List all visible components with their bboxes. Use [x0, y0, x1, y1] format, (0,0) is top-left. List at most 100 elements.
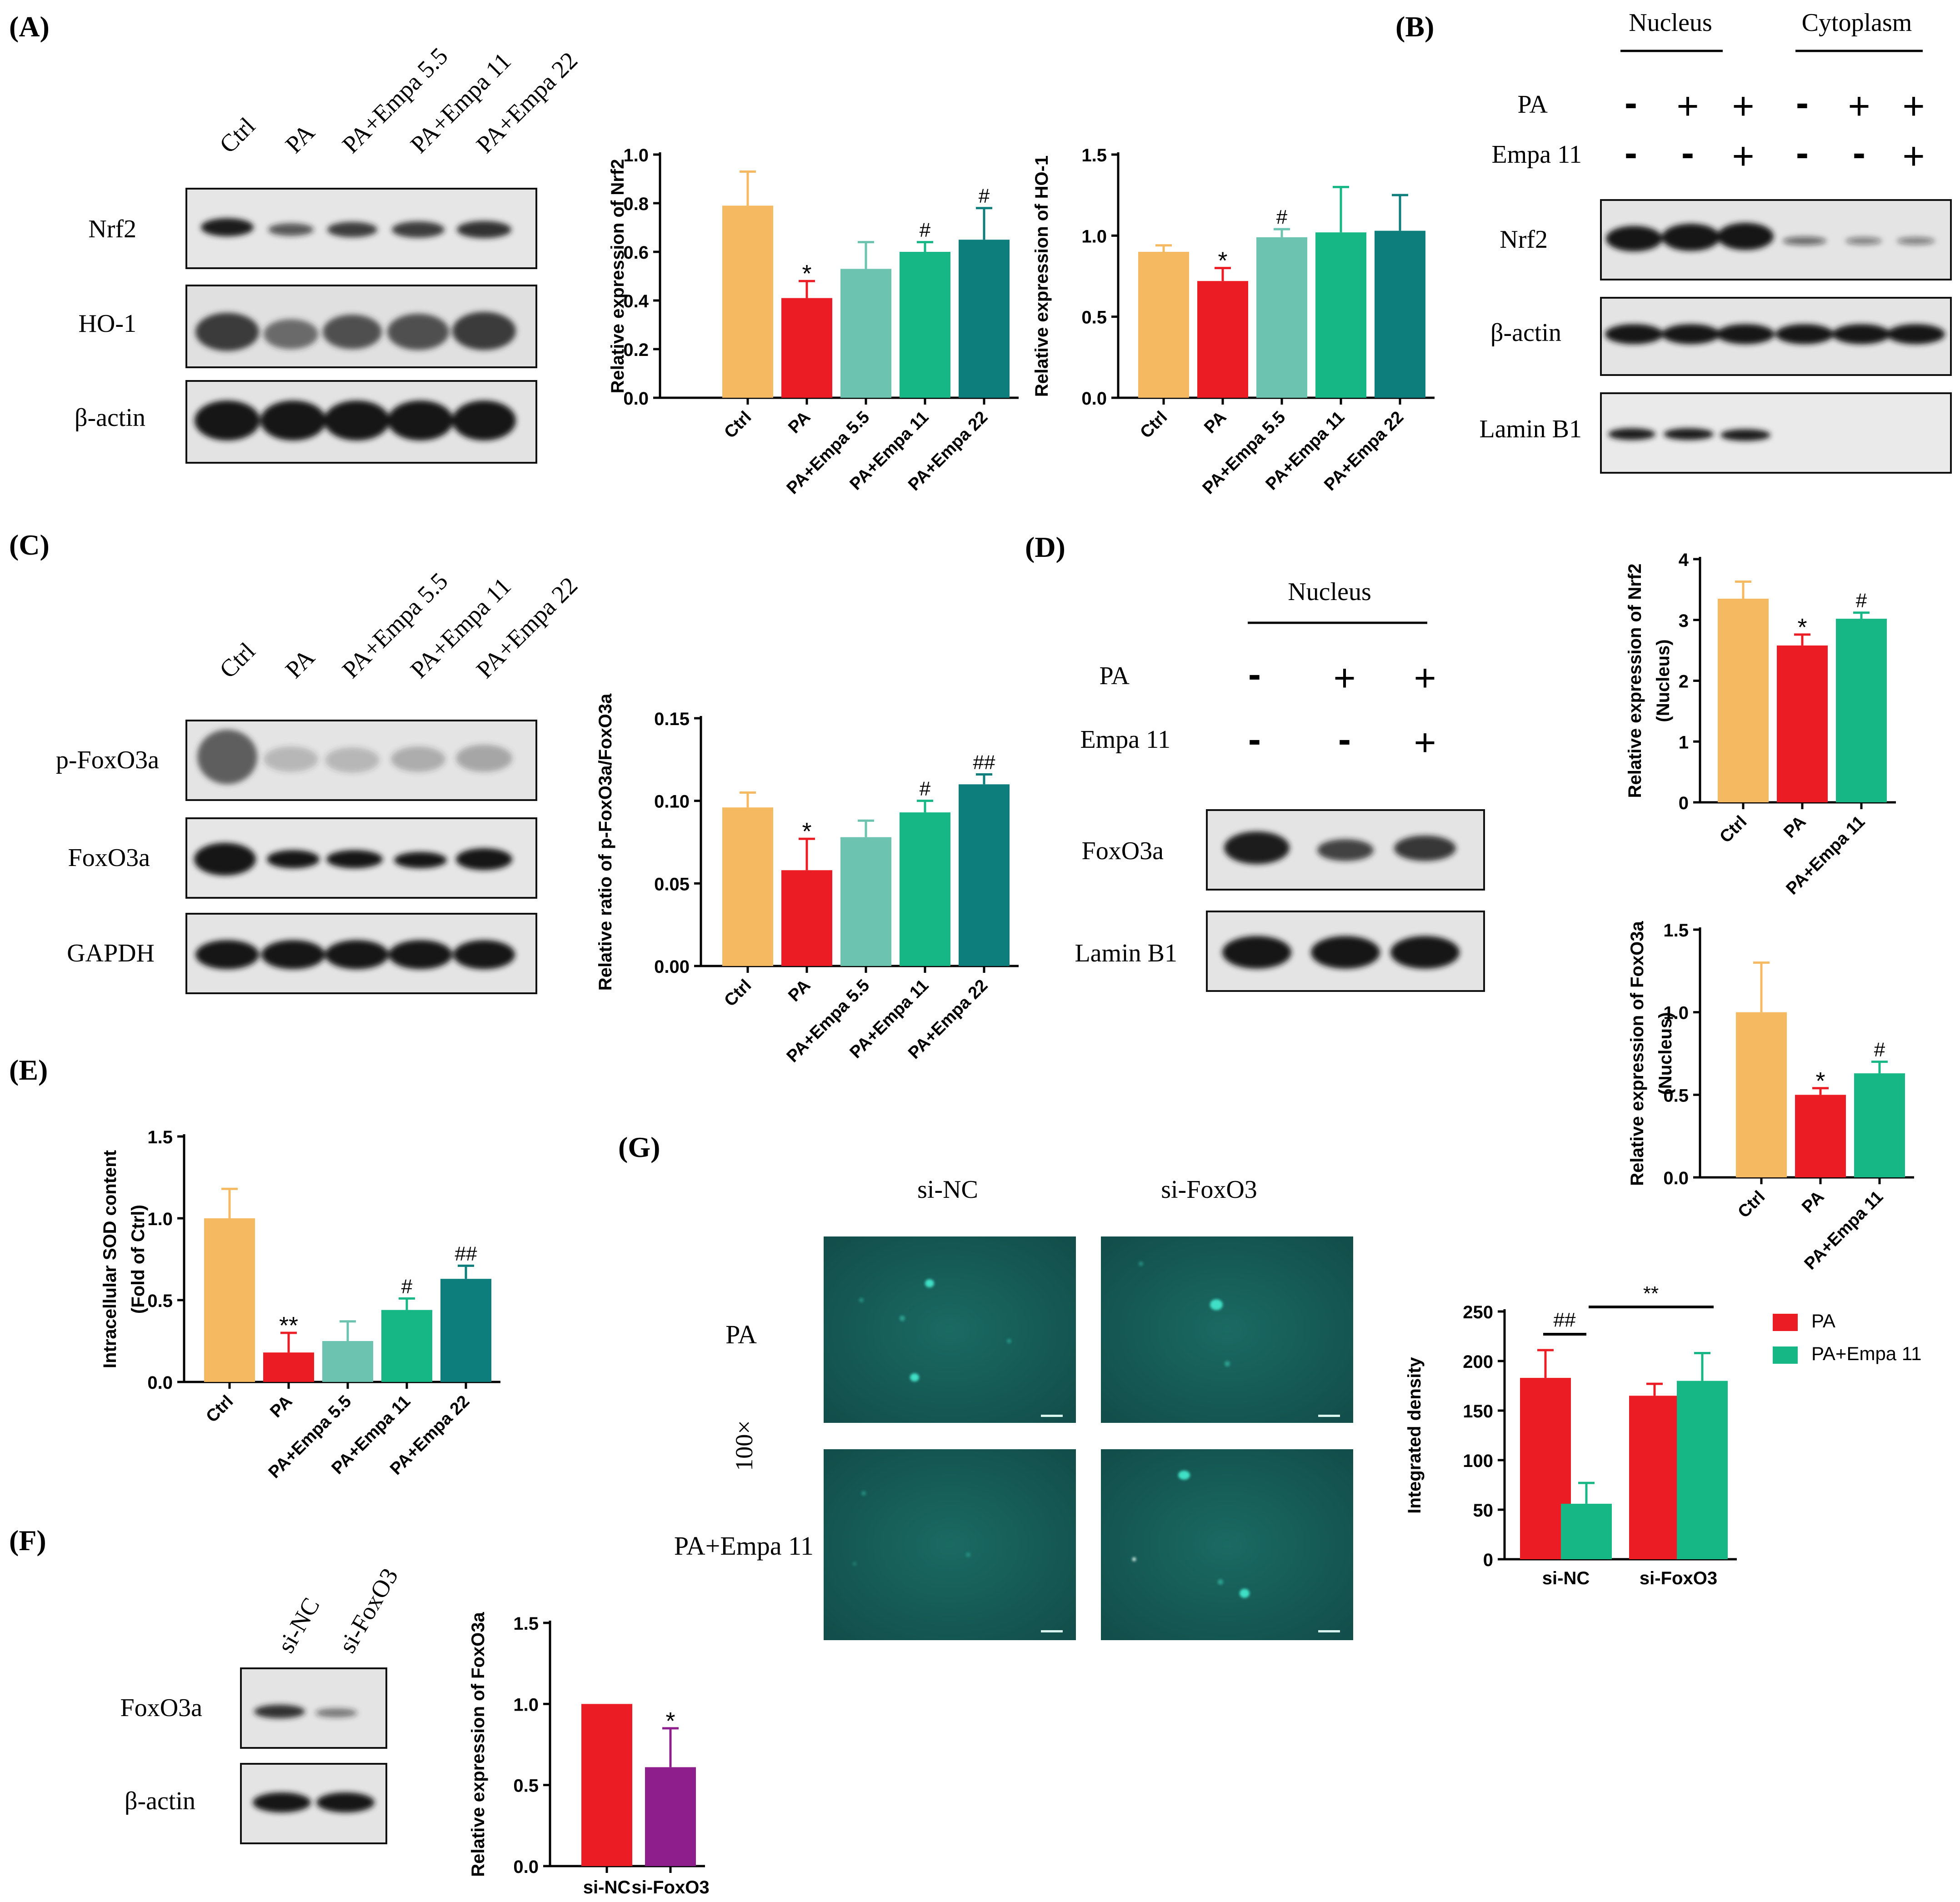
micro-row-pa: PA [725, 1320, 757, 1349]
blot-b-group-nucleus: Nucleus [1629, 9, 1712, 37]
micro-magnification: 100× [730, 1420, 758, 1471]
y-tick-label: 0.0 [1663, 1168, 1689, 1188]
blot-d-row-lamin: Lamin B1 [1075, 939, 1177, 967]
y-tick-label: 50 [1473, 1501, 1494, 1521]
bar [1795, 1095, 1846, 1177]
bar [1777, 645, 1828, 802]
blot-b-empa-sign-4: - [1796, 131, 1809, 174]
blot-d-empa-sign-2: - [1338, 718, 1351, 761]
blot-c-lane-ctrl: Ctrl [214, 637, 260, 684]
blot-a: Ctrl PA PA+Empa 5.5 PA+Empa 11 PA+Empa 2… [75, 42, 583, 464]
blot-b: Nucleus Cytoplasm PA Empa 11 - + + - + +… [1479, 9, 1952, 474]
microscopy-g: si-NC si-FoxO3 PA PA+Empa 11 100× [674, 1176, 1353, 1640]
micro-row-pa-empa: PA+Empa 11 [674, 1531, 814, 1561]
blot-a-lane-pa: PA [280, 119, 320, 159]
chart-c-pfoxo3a: 0.00 0.05 0.10 0.15 Relative ratio of p-FoxO… [595, 693, 1019, 1066]
bar [722, 807, 773, 966]
blot-a-actin-bands [195, 400, 516, 440]
chart-g-density: 0 50 100 150 200 250 Integrated density si-NC si… [1405, 1282, 1921, 1588]
blot-b-label-pa: PA [1518, 90, 1548, 119]
micro-col-sinc: si-NC [917, 1176, 978, 1204]
y-tick-label: 0.00 [654, 957, 690, 977]
micro-cells [853, 1261, 1250, 1598]
bar [840, 837, 891, 966]
panel-letter-a: (A) [9, 10, 50, 43]
x-tick-label: Ctrl [1734, 1187, 1769, 1222]
panel-letter-g: (G) [618, 1131, 660, 1163]
y-tick-label: 1.0 [623, 145, 649, 165]
blot-f-row-actin: β-actin [125, 1787, 195, 1815]
blot-a-lane-ctrl: Ctrl [214, 112, 260, 159]
legend-swatch [1773, 1346, 1798, 1364]
significance-mark: # [979, 185, 990, 207]
x-tick-label: si-NC [583, 1877, 630, 1897]
x-tick-label: PA [785, 976, 814, 1006]
y-tick-label: 250 [1463, 1302, 1493, 1322]
blot-c-row-gapdh: GAPDH [67, 939, 155, 967]
blot-d-empa-sign-3: + [1414, 721, 1436, 764]
blot-c-pfoxo3a-bands [197, 730, 512, 784]
y-axis-label: (Nucleus) [1653, 639, 1673, 722]
blot-c-foxo3a-bands [194, 843, 512, 876]
y-axis-label: Relative ratio of p-FoxO3a/FoxO3a [595, 693, 615, 991]
y-tick-label: 1.5 [147, 1127, 173, 1147]
significance-mark: * [802, 818, 811, 845]
significance-mark: ** [1643, 1282, 1659, 1305]
blot-c-lane-pa: PA [280, 644, 320, 684]
significance-mark: ## [973, 751, 995, 774]
significance-mark: ## [455, 1242, 477, 1265]
bar [440, 1279, 491, 1382]
legend-label: PA [1811, 1310, 1835, 1331]
x-tick-label: Ctrl [720, 976, 755, 1011]
y-tick-label: 0.15 [654, 709, 690, 729]
panel-letter-e: (E) [9, 1054, 48, 1086]
bar [322, 1341, 373, 1382]
bar [1256, 237, 1307, 398]
blot-b-empa-sign-5: - [1853, 131, 1865, 174]
y-tick-label: 1.5 [1081, 145, 1107, 165]
panel-letter-f: (F) [9, 1524, 46, 1557]
significance-mark: # [920, 219, 931, 241]
bar [781, 298, 832, 398]
bar [1854, 1073, 1905, 1177]
bar [1718, 598, 1769, 802]
chart-f-foxo3a: 0.0 0.5 1.0 1.5 Relative expression of FoxO3… [468, 1612, 710, 1897]
bar [1629, 1396, 1680, 1559]
y-tick-label: 1 [1679, 732, 1689, 752]
bar [959, 240, 1010, 398]
blot-d-row-foxo3a: FoxO3a [1082, 837, 1164, 865]
blot-c-gapdh-bands [195, 940, 515, 969]
legend-swatch [1773, 1314, 1798, 1331]
blot-d-pa-sign-2: + [1333, 656, 1355, 699]
y-tick-label: 0.5 [513, 1776, 539, 1796]
y-tick-label: 0.5 [147, 1291, 173, 1311]
bar [781, 870, 832, 966]
blot-b-group-cytoplasm: Cytoplasm [1802, 9, 1912, 37]
micro-image-sinc-pa [824, 1236, 1076, 1423]
blot-a-nrf2-bands [201, 218, 511, 238]
y-tick-label: 2 [1679, 672, 1689, 692]
significance-mark: # [401, 1275, 413, 1297]
significance-mark: ** [279, 1312, 298, 1339]
x-tick-label: si-FoxO3 [1640, 1568, 1717, 1588]
micro-col-sifoxo3: si-FoxO3 [1161, 1176, 1257, 1204]
bar [900, 252, 950, 398]
blot-d-label-pa: PA [1100, 662, 1130, 690]
blot-b-row-actin: β-actin [1490, 319, 1561, 347]
y-axis-label: Relative expression of FoxO3a [1627, 921, 1647, 1186]
y-tick-label: 4 [1679, 550, 1689, 570]
x-tick-label: PA [1780, 812, 1810, 842]
y-tick-label: 3 [1679, 611, 1689, 631]
y-tick-label: 1.5 [513, 1614, 539, 1634]
blot-c: Ctrl PA PA+Empa 5.5 PA+Empa 11 PA+Empa 2… [56, 567, 583, 994]
bar [1197, 281, 1248, 398]
blot-b-pa-sign-1: - [1625, 81, 1637, 124]
chart-d-foxo3a: 0.0 0.5 1.0 1.5 Relative expression of FoxO3… [1627, 921, 1914, 1273]
bar [1736, 1012, 1787, 1177]
x-tick-label: si-FoxO3 [631, 1877, 709, 1897]
significance-mark: * [1218, 247, 1227, 275]
y-tick-label: 0 [1679, 793, 1689, 813]
y-tick-label: 0.0 [513, 1857, 539, 1877]
x-tick-label: PA [266, 1392, 296, 1421]
